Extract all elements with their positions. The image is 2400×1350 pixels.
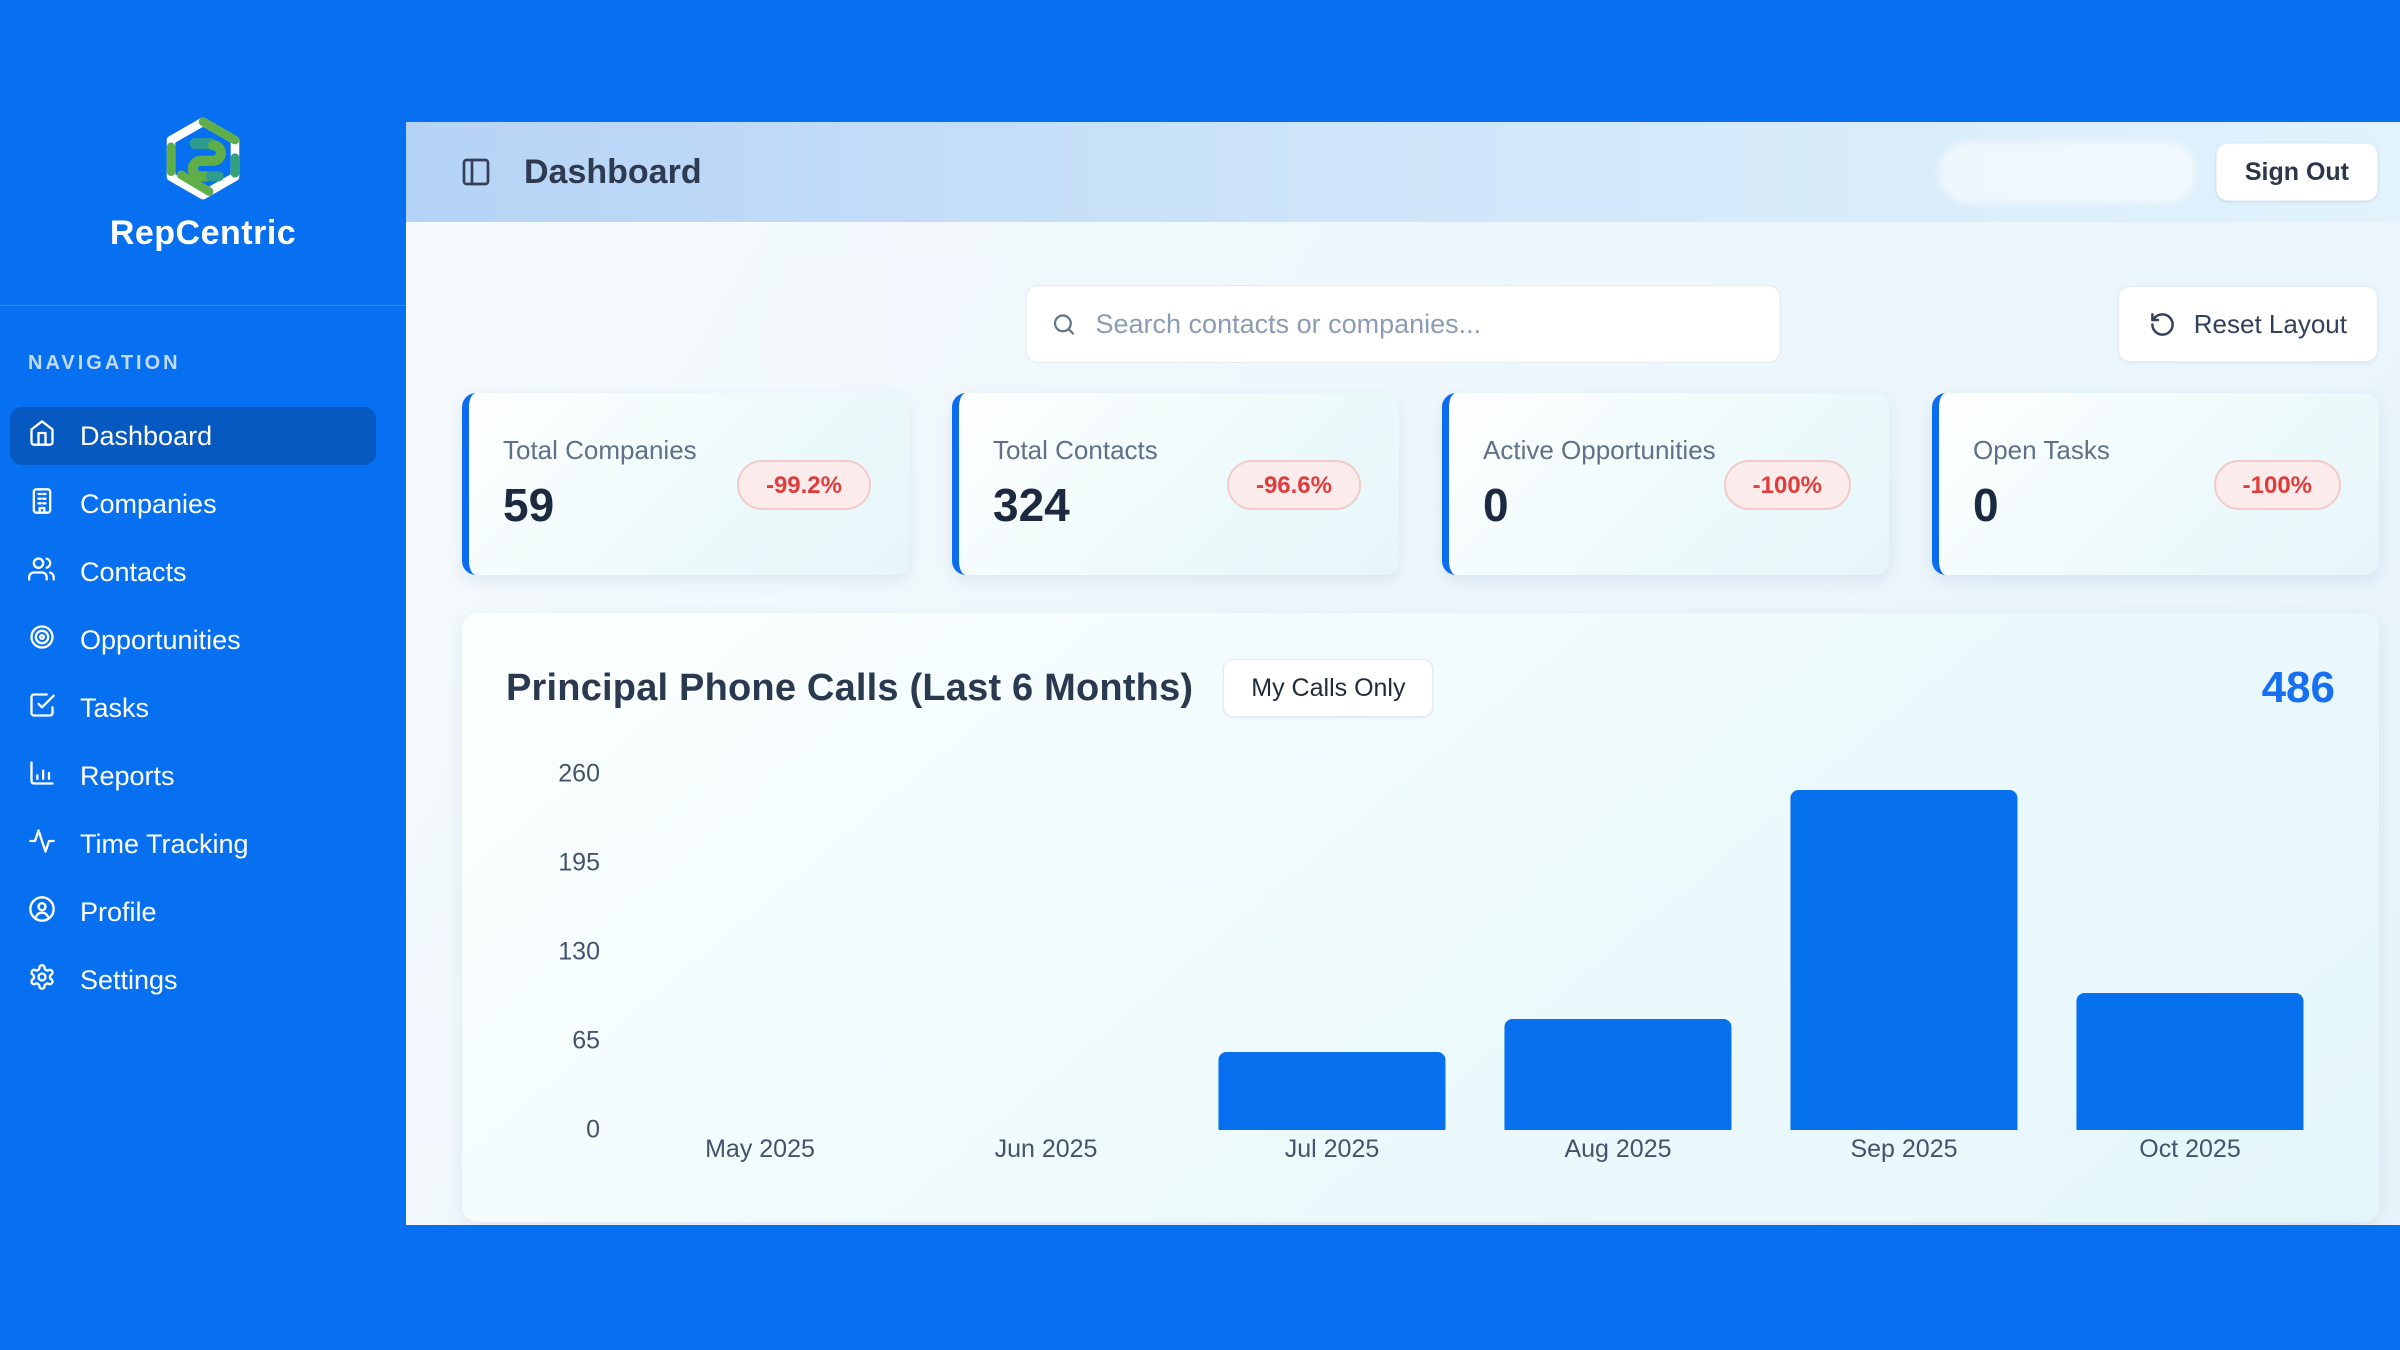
stat-value: 59: [503, 479, 555, 531]
brand-name: RepCentric: [109, 214, 297, 252]
bar-slot: [2047, 774, 2333, 1130]
rotate-ccw-icon: [2150, 312, 2174, 336]
x-label-jul-2025: Jul 2025: [1284, 1135, 1380, 1163]
stat-label: Active Opportunities: [1483, 435, 1716, 465]
user-email-blurred-pill: [1937, 140, 2196, 204]
chart-total-value: 486: [2261, 663, 2335, 712]
sidebar-item-opportunities[interactable]: Opportunities: [10, 611, 376, 669]
bar-slot: [1761, 774, 2047, 1130]
search-icon: [1053, 313, 1075, 335]
repcentric-logo-icon: [166, 117, 240, 200]
chart-y-axis: 0 65 130 195 260: [540, 760, 600, 1144]
stat-value: 324: [993, 479, 1070, 531]
search-input[interactable]: [1095, 308, 1756, 340]
stat-label: Total Contacts: [993, 435, 1158, 465]
sidebar-item-reports[interactable]: Reports: [10, 747, 376, 805]
search-box: [1025, 285, 1781, 363]
stat-card-active-opportunities: Active Opportunities 0 -100%: [1442, 393, 1889, 575]
phone-calls-chart-card: Principal Phone Calls (Last 6 Months) My…: [462, 613, 2379, 1222]
stat-card-total-companies: Total Companies 59 -99.2%: [462, 393, 909, 575]
content-area: Dashboard Sign Out Reset Layout Total Co…: [406, 122, 2400, 1225]
reset-layout-label: Reset Layout: [2193, 308, 2347, 339]
stat-card-open-tasks: Open Tasks 0 -100%: [1932, 393, 2379, 575]
y-tick-0: 0: [586, 1115, 600, 1144]
building-icon: [28, 487, 56, 522]
bar-sep-2025[interactable]: [1790, 790, 2018, 1130]
sidebar-item-profile[interactable]: Profile: [10, 883, 376, 941]
y-tick-130: 130: [558, 937, 600, 966]
bar-jul-2025[interactable]: [1218, 1051, 1446, 1130]
stat-change-badge: -100%: [2213, 460, 2341, 510]
chart-x-axis: May 2025 Jun 2025 Jul 2025 Aug 2025 Sep 2025…: [617, 1135, 2333, 1164]
bar-aug-2025[interactable]: [1504, 1019, 1732, 1130]
bar-slot: [617, 774, 903, 1130]
nav-section-label: NAVIGATION: [28, 352, 181, 374]
stat-label: Open Tasks: [1973, 435, 2110, 465]
topbar: Dashboard Sign Out: [406, 122, 2400, 222]
my-calls-only-toggle[interactable]: My Calls Only: [1223, 659, 1434, 717]
stat-card-total-contacts: Total Contacts 324 -96.6%: [952, 393, 1399, 575]
x-label-sep-2025: Sep 2025: [1850, 1135, 1958, 1163]
users-icon: [28, 555, 56, 590]
x-label-jun-2025: Jun 2025: [994, 1135, 1098, 1163]
target-icon: [28, 623, 56, 658]
sidebar-item-companies[interactable]: Companies: [10, 475, 376, 533]
activity-icon: [28, 827, 56, 862]
toolbar-row: Reset Layout: [406, 285, 2400, 363]
sidebar-item-time-tracking[interactable]: Time Tracking: [10, 815, 376, 873]
sidebar: RepCentric NAVIGATION Dashboard Companie…: [0, 0, 406, 1350]
stat-cards-row: Total Companies 59 -99.2% Total Contacts…: [406, 393, 2400, 575]
sidebar-toggle-button[interactable]: [460, 156, 492, 188]
sidebar-item-settings[interactable]: Settings: [10, 951, 376, 1009]
stat-change-badge: -100%: [1723, 460, 1851, 510]
bar-chart-icon: [28, 759, 56, 794]
stat-change-badge: -99.2%: [736, 460, 871, 510]
x-label-may-2025: May 2025: [705, 1135, 815, 1163]
y-tick-195: 195: [558, 848, 600, 877]
chart-title: Principal Phone Calls (Last 6 Months): [506, 666, 1194, 709]
stat-label: Total Companies: [503, 435, 697, 465]
bar-slot: [903, 774, 1189, 1130]
nav-list: Dashboard Companies Contacts Opportuniti…: [0, 407, 406, 1019]
home-icon: [28, 419, 56, 454]
bar-oct-2025[interactable]: [2076, 993, 2304, 1130]
x-label-oct-2025: Oct 2025: [2139, 1135, 2241, 1163]
stat-change-badge: -96.6%: [1226, 460, 1361, 510]
sidebar-item-dashboard[interactable]: Dashboard: [10, 407, 376, 465]
x-label-aug-2025: Aug 2025: [1564, 1135, 1672, 1163]
y-tick-260: 260: [558, 759, 600, 788]
sidebar-item-contacts[interactable]: Contacts: [10, 543, 376, 601]
gear-icon: [28, 963, 56, 998]
page-title: Dashboard: [524, 152, 702, 191]
stat-value: 0: [1973, 479, 1999, 531]
reset-layout-button[interactable]: Reset Layout: [2117, 286, 2378, 362]
user-circle-icon: [28, 895, 56, 930]
bar-slot: [1475, 774, 1761, 1130]
sign-out-button[interactable]: Sign Out: [2215, 143, 2378, 201]
bar-slot: [1189, 774, 1475, 1130]
stat-value: 0: [1483, 479, 1509, 531]
chart-plot-area: [617, 774, 2333, 1130]
check-square-icon: [28, 691, 56, 726]
sidebar-item-tasks[interactable]: Tasks: [10, 679, 376, 737]
brand-logo-block: RepCentric: [0, 0, 406, 306]
y-tick-65: 65: [572, 1026, 600, 1055]
